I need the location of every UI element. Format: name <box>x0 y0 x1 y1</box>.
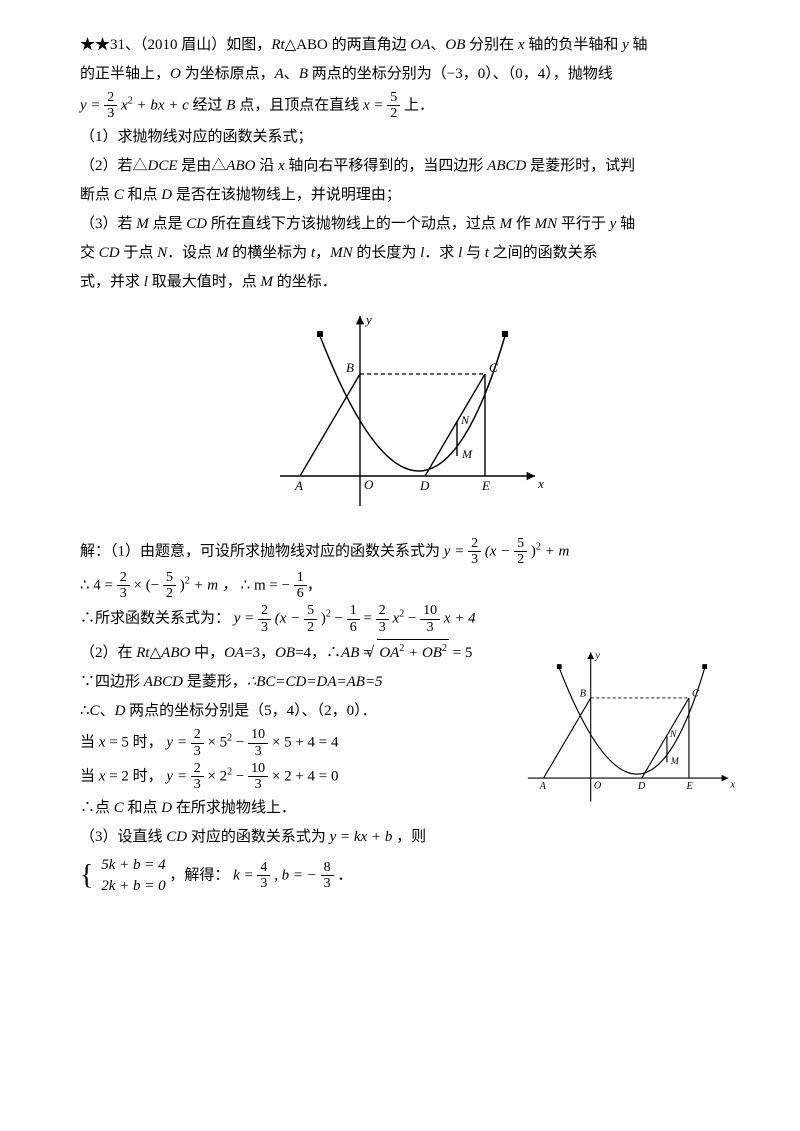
q2: （2）若△DCE 是由△ABO 沿 x 轴向右平移得到的，当四边形 ABCD 是… <box>80 153 740 180</box>
svg-text:E: E <box>686 781 694 792</box>
system: { 5k + b = 4 2k + b = 0 ，解得： k = 43 , b … <box>80 855 740 897</box>
svg-text:M: M <box>670 757 680 767</box>
eq-line: y = 23 x2 + bx + c 经过 B 点，且顶点在直线 x = 52 … <box>80 90 740 122</box>
svg-text:x: x <box>730 780 736 791</box>
frac: 23 <box>104 90 117 122</box>
svg-text:B: B <box>346 360 354 375</box>
svg-text:y: y <box>364 312 372 327</box>
svg-text:B: B <box>580 688 587 699</box>
svg-text:C: C <box>489 360 498 375</box>
svg-text:D: D <box>419 478 430 493</box>
q3: （3）若 M 点是 CD 所在直线下方该抛物线上的一个动点，过点 M 作 MN … <box>80 211 740 238</box>
svg-text:N: N <box>460 413 470 427</box>
svg-text:M: M <box>461 447 473 461</box>
figure-side: y x A B C D E O N M <box>520 637 740 827</box>
sol-label: 解：（1）由题意，可设所求抛物线对应的函数关系式为 y = 23 (x − 52… <box>80 536 740 568</box>
svg-text:E: E <box>481 478 490 493</box>
svg-text:C: C <box>692 688 699 699</box>
svg-text:O: O <box>364 477 374 492</box>
svg-text:O: O <box>594 780 602 791</box>
svg-text:x: x <box>537 476 544 491</box>
sqrt: OA2 + OB2 <box>377 639 449 667</box>
figure-main: y x A B C D E O N M <box>80 306 740 526</box>
svg-text:N: N <box>669 730 677 740</box>
svg-text:y: y <box>594 651 600 662</box>
stars: ★★ <box>80 37 110 53</box>
header-line1: ★★31、（2010 眉山）如图，Rt△ABO 的两直角边 OA、OB 分别在 … <box>80 32 740 59</box>
svg-text:D: D <box>637 781 646 792</box>
q1: （1）求抛物线对应的函数关系式； <box>80 124 740 151</box>
svg-text:A: A <box>294 478 303 493</box>
brace-icon: { <box>80 862 93 890</box>
header-line2: 的正半轴上，O 为坐标原点，A、B 两点的坐标分别为（−3，0）、（0，4），抛… <box>80 61 740 88</box>
svg-text:A: A <box>539 781 547 792</box>
